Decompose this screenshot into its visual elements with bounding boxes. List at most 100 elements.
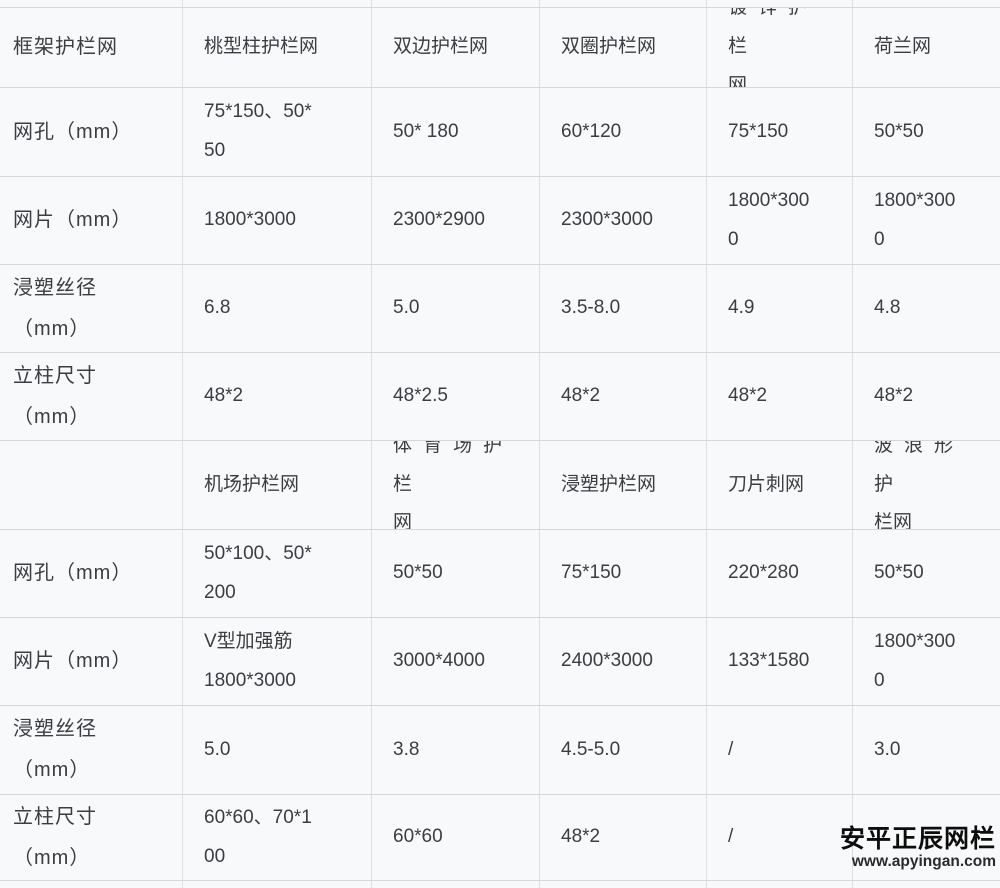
empty-cell	[0, 881, 183, 888]
table-cell-text: 5.0	[204, 738, 231, 760]
table-cell-text: 5.0	[393, 297, 420, 319]
table-cell: 4.8	[853, 265, 1000, 353]
table-cell-text: 4.9	[728, 297, 755, 319]
table-cell: 133*1580	[707, 618, 853, 706]
row-label-cell-text: 网孔（mm）	[13, 562, 133, 584]
column-header-cell-text: 桃型柱护栏网	[204, 36, 319, 58]
table-cell-text: 48*2	[728, 385, 768, 407]
table-cell-text: 50*100、50* 200	[204, 542, 312, 603]
table-cell: 50*50	[853, 530, 1000, 618]
row-label-cell-text: 立柱尺寸 （mm）	[13, 364, 97, 428]
empty-cell	[853, 0, 1000, 8]
table-cell: 75*150、50* 50	[183, 88, 372, 177]
column-header-cell-text: 机场护栏网	[204, 473, 300, 495]
column-header-cell-text: 荷兰网	[874, 36, 932, 58]
column-header-cell-text: 波浪形护 栏网	[874, 441, 965, 530]
column-header-cell-text: 双边护栏网	[393, 36, 489, 58]
table-cell: 3000*4000	[372, 618, 540, 706]
table-cell-text: 3.8	[393, 738, 420, 760]
empty-cell	[540, 881, 707, 888]
table-cell-text: 48*2	[204, 385, 244, 407]
column-header-cell: 镀锌护栏 网	[707, 8, 853, 88]
table-cell: 50*100、50* 200	[183, 530, 372, 618]
row-label-cell: 网孔（mm）	[0, 88, 183, 177]
table-cell: 6.8	[183, 265, 372, 353]
table-cell: 1800*300 0	[853, 618, 1000, 706]
empty-cell	[372, 0, 540, 8]
table-cell-text: 4.8	[874, 297, 901, 319]
table-cell-text: 1800*300 0	[874, 189, 956, 250]
table-cell-text: 75*150、50* 50	[204, 101, 312, 161]
table-cell: 48*2	[853, 353, 1000, 441]
table-cell-text: 48*2.5	[393, 385, 448, 407]
table-cell: 5.0	[183, 706, 372, 795]
column-header-cell-text: 双圈护栏网	[561, 36, 657, 58]
table-cell: 4.9	[707, 265, 853, 353]
table-cell: 3.5-8.0	[540, 265, 707, 353]
table-cell: 220*280	[707, 530, 853, 618]
row-label-cell-text: 网片（mm）	[13, 650, 133, 672]
column-header-cell-text: 体育场护栏 网	[393, 441, 514, 530]
table-cell-text: 3000*4000	[393, 650, 485, 672]
column-header-cell: 体育场护栏 网	[372, 441, 540, 530]
row-label-cell: 立柱尺寸 （mm）	[0, 353, 183, 441]
column-header-cell: 机场护栏网	[183, 441, 372, 530]
table-cell-text: /	[728, 738, 734, 760]
table-cell: 75*150	[540, 530, 707, 618]
table-cell-text: 133*1580	[728, 650, 810, 672]
table-cell-text: 48*2	[561, 826, 601, 848]
row-label-cell: 浸塑丝径 （mm）	[0, 706, 183, 795]
empty-cell	[183, 0, 372, 8]
table-cell-text: 3.0	[874, 738, 901, 760]
table-cell: V型加强筋 1800*3000	[183, 618, 372, 706]
table-cell-text: 1800*300 0	[874, 630, 956, 691]
empty-cell	[0, 0, 183, 8]
table-cell-text: 50*50	[874, 120, 924, 142]
table-cell: /	[707, 795, 853, 881]
table-cell: 3.0	[853, 706, 1000, 795]
table-cell-text: 3.5-8.0	[561, 297, 621, 319]
row-label-cell-text: 网片（mm）	[13, 209, 133, 231]
row-label-cell: 网片（mm）	[0, 618, 183, 706]
column-header-cell: 桃型柱护栏网	[183, 8, 372, 88]
table-cell: 4.5-5.0	[540, 706, 707, 795]
table-cell-text: 1800*3000	[204, 209, 296, 231]
table-cell-text: 75*150	[728, 120, 789, 142]
table-cell: 3.8	[372, 706, 540, 795]
table-cell: 5.0	[372, 265, 540, 353]
empty-cell	[853, 881, 1000, 888]
column-header-cell-text: 镀锌护栏 网	[728, 8, 818, 88]
table-cell-text: 2300*3000	[561, 209, 653, 231]
table-cell: 1800*3000	[183, 177, 372, 265]
row-label-cell-text: 浸塑丝径 （mm）	[13, 718, 97, 781]
table-cell-text: 50* 180	[393, 120, 459, 142]
table-cell-text: 60*120	[561, 120, 622, 142]
column-header-cell-text: 浸塑护栏网	[561, 473, 657, 495]
table-cell: 48*2	[183, 353, 372, 441]
table-cell: 75*150	[707, 88, 853, 177]
table-cell-text: 48*2	[561, 385, 601, 407]
empty-cell	[540, 0, 707, 8]
table-cell-text: 6.8	[204, 297, 231, 319]
table-cell: 60*60	[372, 795, 540, 881]
column-header-cell: 双边护栏网	[372, 8, 540, 88]
empty-cell	[183, 881, 372, 888]
table-cell: 2300*2900	[372, 177, 540, 265]
table-cell: 50*50	[372, 530, 540, 618]
column-header-cell-text: 刀片刺网	[728, 473, 805, 495]
table-cell-text: 2300*2900	[393, 209, 485, 231]
empty-cell	[853, 795, 1000, 881]
row-label-cell: 立柱尺寸 （mm）	[0, 795, 183, 881]
column-header-cell-text: 框架护栏网	[13, 36, 118, 58]
empty-cell	[0, 441, 183, 530]
table-cell: 2300*3000	[540, 177, 707, 265]
table-cell-text: V型加强筋 1800*3000	[204, 630, 296, 691]
empty-cell	[372, 881, 540, 888]
table-cell: 48*2.5	[372, 353, 540, 441]
table-cell-text: 48*2	[874, 385, 914, 407]
table-cell-text: 75*150	[561, 562, 622, 584]
table-cell-text: 220*280	[728, 562, 799, 584]
column-header-cell: 双圈护栏网	[540, 8, 707, 88]
table-cell: 48*2	[540, 353, 707, 441]
